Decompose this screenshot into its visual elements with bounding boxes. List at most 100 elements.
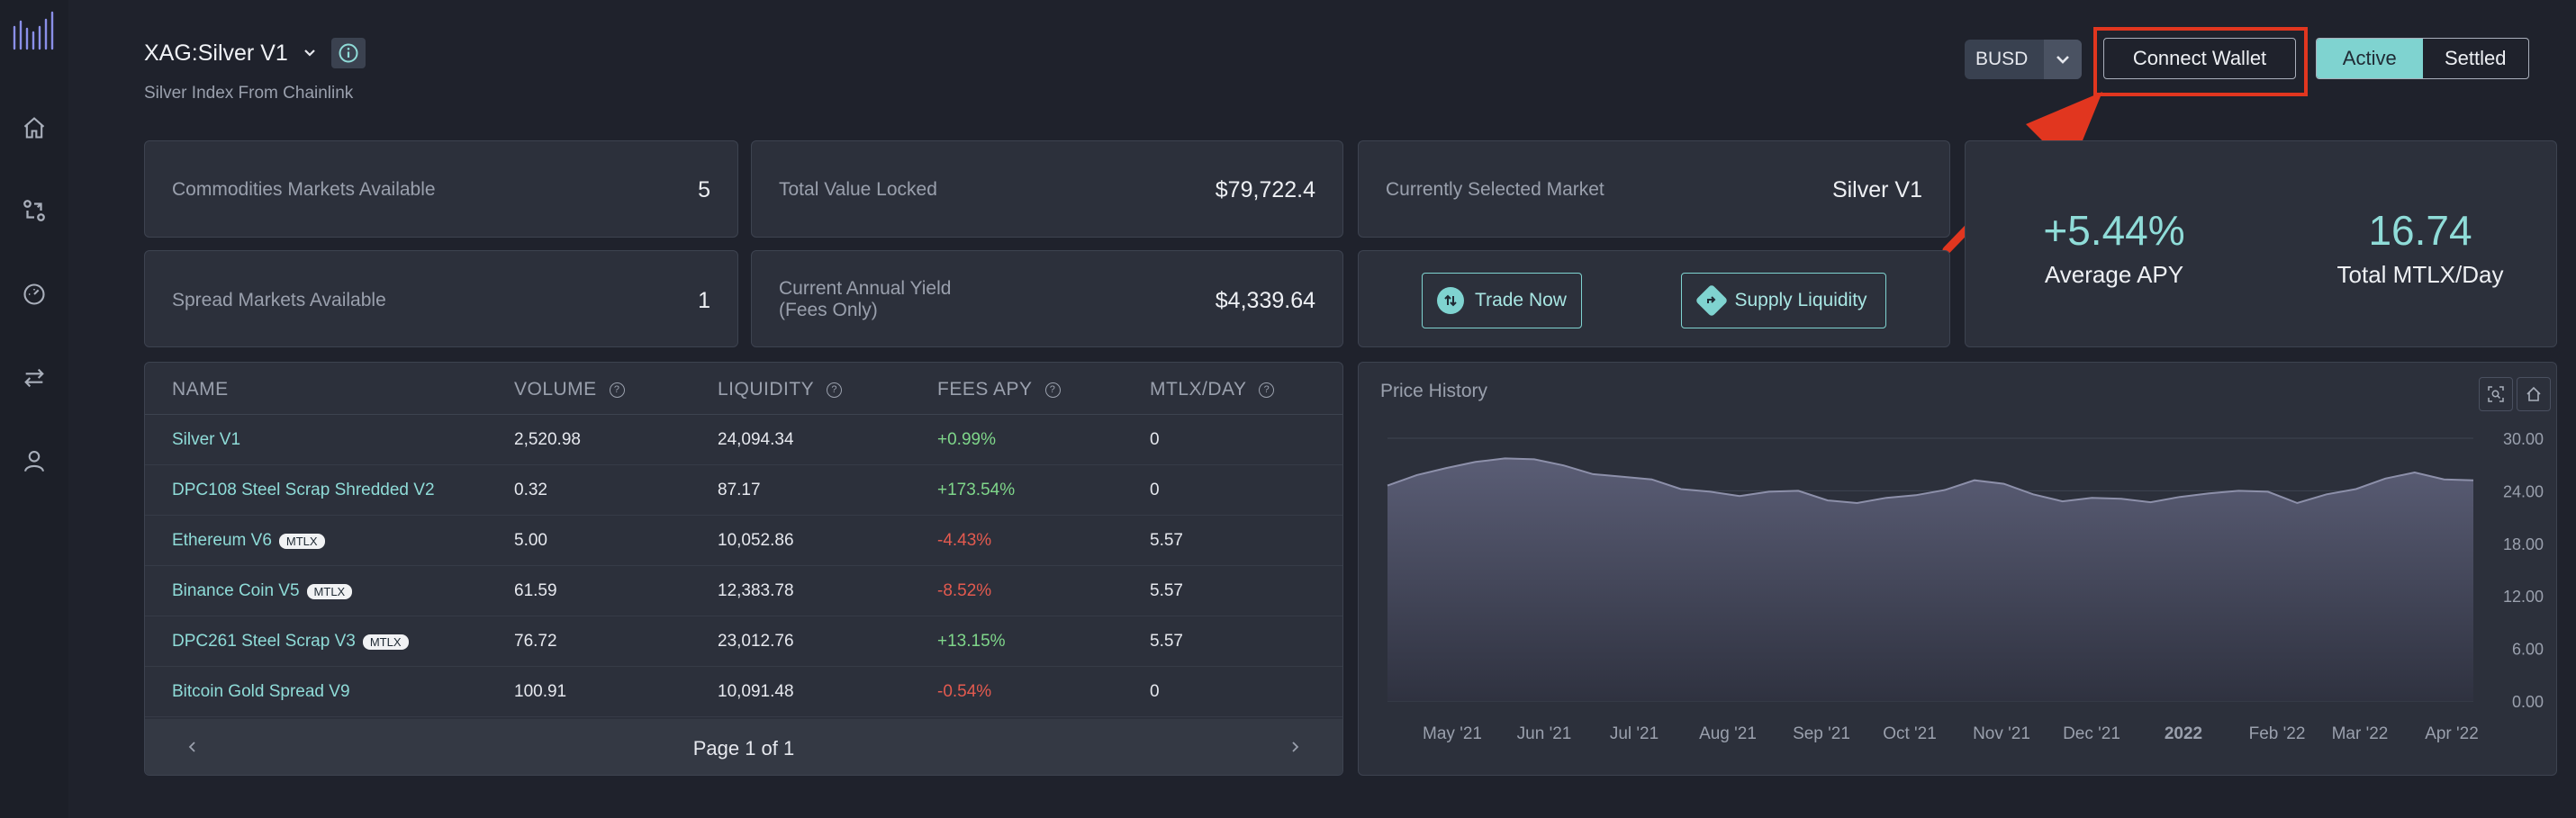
toggle-active[interactable]: Active	[2317, 39, 2423, 78]
stat-label: Current Annual Yield (Fees Only)	[779, 278, 952, 320]
help-icon[interactable]: ?	[1044, 382, 1061, 398]
next-page-icon[interactable]	[1283, 735, 1306, 759]
table-row[interactable]: Ethereum V6 MTLX 5.00 10,052.86 -4.43% 5.57	[145, 516, 1342, 566]
market-name-link[interactable]: DPC261 Steel Scrap V3 MTLX	[172, 632, 409, 652]
cell-mtlx: 0	[1150, 682, 1160, 701]
y-tick-label: 6.00	[2512, 641, 2544, 659]
connect-wallet-highlight	[2093, 27, 2308, 96]
total-mtlx-label: Total MTLX/Day	[2336, 261, 2504, 288]
reset-zoom-home-icon[interactable]	[2517, 377, 2551, 411]
market-status-toggle: Active Settled	[2316, 38, 2529, 79]
stat-value: Silver V1	[1831, 177, 1922, 202]
market-name-link[interactable]: Ethereum V6 MTLX	[172, 531, 325, 551]
column-header-fees-apy[interactable]: FEES APY?	[937, 379, 1061, 400]
x-tick-label: Feb '22	[2249, 724, 2306, 743]
market-name-link[interactable]: DPC108 Steel Scrap Shredded V2	[172, 481, 435, 499]
home-icon[interactable]	[18, 112, 50, 144]
table-row[interactable]: Bitcoin Gold Spread V9 100.91 10,091.48 -0.…	[145, 667, 1342, 717]
exchange-icon[interactable]	[18, 194, 50, 227]
sidebar	[0, 0, 68, 818]
commodities-markets-card: Commodities Markets Available 5	[144, 140, 738, 238]
price-area	[1387, 458, 2473, 701]
y-tick-label: 0.00	[2512, 693, 2544, 711]
total-mtlx-value: 16.74	[2368, 207, 2472, 254]
currency-select[interactable]: BUSD	[1965, 40, 2082, 79]
cell-volume: 2,520.98	[514, 430, 581, 449]
stat-value: 5	[698, 177, 710, 202]
currency-value: BUSD	[1975, 49, 2029, 69]
average-apy-label: Average APY	[2044, 261, 2184, 288]
trade-now-label: Trade Now	[1475, 290, 1567, 310]
info-button[interactable]	[330, 38, 366, 68]
market-name-link[interactable]: Silver V1	[172, 430, 241, 449]
market-selector[interactable]: XAG:Silver V1	[144, 38, 366, 68]
page-indicator: Page 1 of 1	[692, 737, 795, 760]
spread-markets-card: Spread Markets Available 1	[144, 250, 738, 347]
help-icon[interactable]: ?	[1259, 382, 1275, 398]
x-tick-label: May '21	[1423, 724, 1482, 743]
chart-title: Price History	[1380, 381, 1488, 401]
apy-card: +5.44% Average APY 16.74 Total MTLX/Day	[1965, 140, 2557, 347]
column-header-liquidity[interactable]: LIQUIDITY?	[718, 379, 843, 400]
table-row[interactable]: DPC108 Steel Scrap Shredded V2 0.32 87.17 +…	[145, 465, 1342, 516]
x-tick-label: Sep '21	[1793, 724, 1850, 743]
x-tick-label: 2022	[2165, 724, 2202, 743]
help-icon[interactable]: ?	[609, 382, 625, 398]
toggle-settled[interactable]: Settled	[2445, 47, 2507, 69]
x-tick-label: Apr '22	[2425, 724, 2479, 743]
supply-liquidity-label: Supply Liquidity	[1734, 290, 1867, 310]
x-tick-label: Nov '21	[1973, 724, 2030, 743]
transfer-icon[interactable]	[18, 362, 50, 394]
cell-mtlx: 0	[1150, 481, 1160, 499]
cell-liquidity: 10,091.48	[718, 682, 794, 701]
zoom-select-icon[interactable]	[2479, 377, 2513, 411]
column-header-name[interactable]: NAME	[172, 379, 229, 400]
market-name-link[interactable]: Binance Coin V5 MTLX	[172, 581, 353, 601]
cell-mtlx: 5.57	[1150, 581, 1183, 600]
help-icon[interactable]: ?	[827, 382, 843, 398]
cell-fees-apy: +13.15%	[937, 632, 1006, 651]
prev-page-icon[interactable]	[181, 735, 204, 759]
supply-liquidity-button[interactable]: Supply Liquidity	[1681, 273, 1886, 328]
cell-mtlx: 5.57	[1150, 632, 1183, 651]
info-icon	[339, 43, 358, 63]
cell-volume: 5.00	[514, 531, 547, 550]
x-tick-label: Jul '21	[1610, 724, 1659, 743]
cell-volume: 76.72	[514, 632, 557, 651]
table-header: NAME VOLUME? LIQUIDITY? FEES APY? MTLX/D…	[145, 363, 1342, 415]
stat-label: Spread Markets Available	[172, 290, 386, 310]
cell-liquidity: 23,012.76	[718, 632, 794, 651]
dashboard-icon[interactable]	[18, 278, 50, 310]
page-title: XAG:Silver V1	[144, 40, 288, 66]
cell-volume: 100.91	[514, 682, 567, 701]
x-tick-label: Dec '21	[2063, 724, 2120, 743]
table-row[interactable]: Silver V1 2,520.98 24,094.34 +0.99% 0	[145, 415, 1342, 465]
price-history-chart: Price History 30.00 24.00 18.00 12.00 6.00 0.…	[1358, 362, 2557, 776]
user-icon[interactable]	[18, 445, 50, 477]
currency-dropdown-button[interactable]	[2044, 40, 2082, 79]
price-line	[1387, 457, 2474, 505]
chevron-down-icon[interactable]	[301, 44, 319, 62]
market-name-link[interactable]: Bitcoin Gold Spread V9	[172, 682, 350, 701]
page-subtitle: Silver Index From Chainlink	[144, 84, 354, 103]
table-row[interactable]: Binance Coin V5 MTLX 61.59 12,383.78 -8.52% 5…	[145, 566, 1342, 616]
cell-liquidity: 87.17	[718, 481, 761, 499]
column-header-mtlx-day[interactable]: MTLX/DAY?	[1150, 379, 1275, 400]
supply-icon	[1695, 283, 1729, 318]
connect-wallet-button[interactable]: Connect Wallet	[2103, 38, 2296, 79]
mtlx-badge: MTLX	[362, 634, 409, 650]
stat-label: Commodities Markets Available	[172, 179, 436, 200]
cell-liquidity: 12,383.78	[718, 581, 794, 600]
price-history-plot: 30.00 24.00 18.00 12.00 6.00 0.00 May '21 Jun '…	[1387, 430, 2544, 743]
trade-icon	[1437, 287, 1465, 314]
table-row[interactable]: DPC261 Steel Scrap V3 MTLX 76.72 23,012.76 +…	[145, 616, 1342, 667]
mtlx-badge: MTLX	[306, 583, 353, 599]
cell-liquidity: 24,094.34	[718, 430, 794, 449]
total-value-locked-card: Total Value Locked $79,722.4	[751, 140, 1343, 238]
trade-now-button[interactable]: Trade Now	[1422, 273, 1582, 328]
stat-value: $79,722.4	[1215, 177, 1315, 202]
mtlx-badge: MTLX	[278, 533, 325, 549]
column-header-volume[interactable]: VOLUME?	[514, 379, 625, 400]
actions-card: Trade Now Supply Liquidity	[1358, 250, 1950, 347]
chevron-down-icon	[2056, 56, 2069, 64]
